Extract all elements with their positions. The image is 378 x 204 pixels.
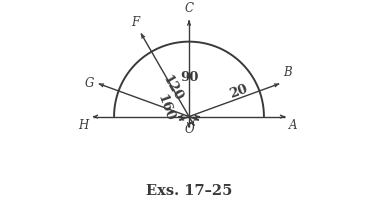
Text: A: A bbox=[289, 119, 298, 132]
Text: 160: 160 bbox=[155, 93, 177, 123]
Text: F: F bbox=[131, 16, 139, 29]
Text: C: C bbox=[184, 2, 194, 15]
Text: 90: 90 bbox=[180, 71, 198, 83]
Text: G: G bbox=[85, 77, 94, 90]
Text: O: O bbox=[184, 123, 194, 136]
Text: Exs. 17–25: Exs. 17–25 bbox=[146, 184, 232, 198]
Text: 20: 20 bbox=[228, 82, 249, 101]
Text: 120: 120 bbox=[160, 72, 185, 103]
Text: B: B bbox=[284, 66, 292, 79]
Text: H: H bbox=[78, 119, 89, 132]
